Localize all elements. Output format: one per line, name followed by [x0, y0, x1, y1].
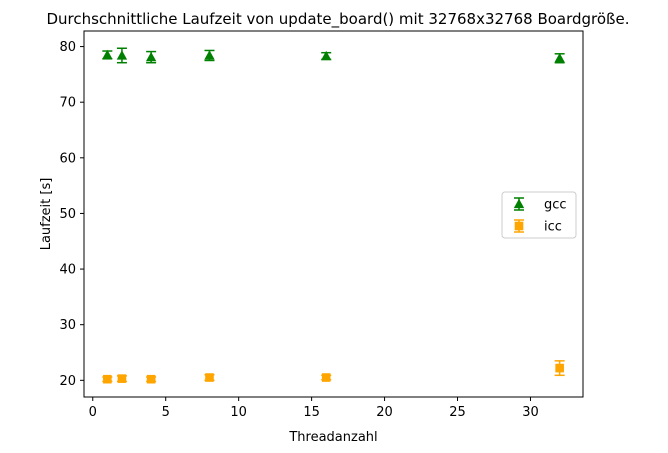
x-tick-label: 15 — [303, 405, 320, 420]
y-tick-label: 30 — [59, 318, 76, 333]
legend: gcc icc — [501, 191, 577, 239]
data-point-icc — [555, 363, 564, 373]
y-tick-label: 70 — [59, 96, 76, 111]
series-gcc — [102, 47, 565, 64]
y-axis: 20 30 40 50 60 70 80 — [59, 40, 84, 389]
data-point-gcc — [321, 50, 332, 61]
data-point-gcc — [116, 50, 128, 60]
x-tick-label: 20 — [376, 405, 393, 420]
data-point-gcc — [145, 51, 157, 62]
y-tick-label: 40 — [59, 263, 76, 278]
data-point-icc — [321, 373, 331, 382]
data-point-gcc — [554, 53, 565, 63]
legend-item-icc: icc — [514, 219, 562, 235]
y-tick-label: 60 — [59, 151, 76, 166]
legend-marker-gcc — [513, 198, 525, 209]
axes-frame — [83, 30, 584, 398]
x-tick-label: 10 — [230, 405, 247, 420]
data-point-icc — [117, 374, 127, 383]
x-axis-label: Threadanzahl — [288, 430, 377, 445]
y-axis-label: Laufzeit [s] — [39, 178, 54, 251]
data-point-gcc — [204, 50, 215, 60]
legend-marker-icc — [514, 221, 524, 231]
x-axis: 0 5 10 15 20 25 30 — [89, 397, 539, 420]
data-point-gcc — [102, 49, 113, 60]
plot-area — [102, 47, 565, 384]
x-tick-label: 30 — [522, 405, 539, 420]
chart-title: Durchschnittliche Laufzeit von update_bo… — [46, 10, 629, 29]
y-tick-label: 20 — [59, 374, 76, 389]
x-tick-label: 25 — [449, 405, 466, 420]
series-icc — [102, 360, 565, 384]
y-tick-label: 80 — [59, 40, 76, 55]
legend-label: gcc — [544, 198, 567, 213]
data-point-icc — [205, 373, 214, 382]
x-tick-label: 0 — [89, 405, 97, 420]
legend-item-gcc: gcc — [513, 197, 567, 213]
data-point-icc — [103, 374, 112, 384]
data-point-icc — [146, 374, 156, 384]
legend-label: icc — [544, 220, 562, 235]
y-tick-label: 50 — [59, 207, 76, 222]
x-tick-label: 5 — [162, 405, 170, 420]
